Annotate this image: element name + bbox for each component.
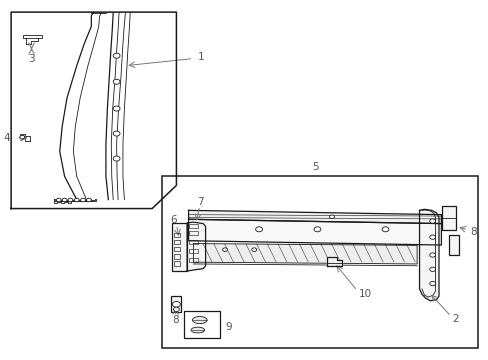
Circle shape [329,215,334,219]
Circle shape [429,282,435,286]
Polygon shape [187,222,205,271]
Bar [448,235,458,255]
Circle shape [429,253,435,257]
Circle shape [74,198,79,202]
Circle shape [113,53,120,58]
Circle shape [113,156,120,161]
Circle shape [313,227,320,232]
Bar [170,296,181,312]
Circle shape [56,198,61,202]
Bar [189,224,198,228]
Bar [441,206,456,230]
Bar [173,240,180,244]
Circle shape [113,131,120,136]
Circle shape [113,106,120,111]
Circle shape [62,198,67,202]
Circle shape [429,235,435,239]
Polygon shape [419,209,438,301]
Ellipse shape [192,316,206,324]
Bar [171,223,187,271]
Circle shape [81,198,85,202]
Circle shape [255,227,262,232]
Circle shape [113,79,120,84]
Polygon shape [11,12,176,208]
Bar [173,254,180,258]
Bar [173,233,180,237]
Text: 5: 5 [311,162,318,172]
Text: 3: 3 [28,54,35,64]
Circle shape [173,307,179,311]
Circle shape [429,267,435,271]
Circle shape [381,227,388,232]
Text: 6: 6 [170,215,177,225]
Text: 2: 2 [452,314,458,324]
Circle shape [20,135,25,139]
Polygon shape [193,244,416,264]
Text: 7: 7 [197,197,203,207]
Bar [162,176,477,348]
Text: 1: 1 [198,53,204,63]
Circle shape [429,219,435,223]
Bar [189,249,198,253]
Text: 8: 8 [469,227,476,237]
Polygon shape [188,210,441,224]
Circle shape [86,198,91,202]
Ellipse shape [191,327,204,333]
Bar [189,240,198,244]
Polygon shape [188,219,441,245]
Bar [183,311,220,338]
Bar [189,231,198,235]
Circle shape [68,198,73,202]
Bar [173,261,180,266]
Text: 8: 8 [172,315,179,325]
Bar [173,247,180,251]
Circle shape [222,248,227,251]
Circle shape [172,301,180,307]
Text: 10: 10 [358,289,371,299]
Text: 9: 9 [224,322,231,332]
Bar [189,258,198,262]
Text: 4: 4 [3,133,10,143]
Circle shape [251,248,256,251]
Polygon shape [326,257,341,266]
